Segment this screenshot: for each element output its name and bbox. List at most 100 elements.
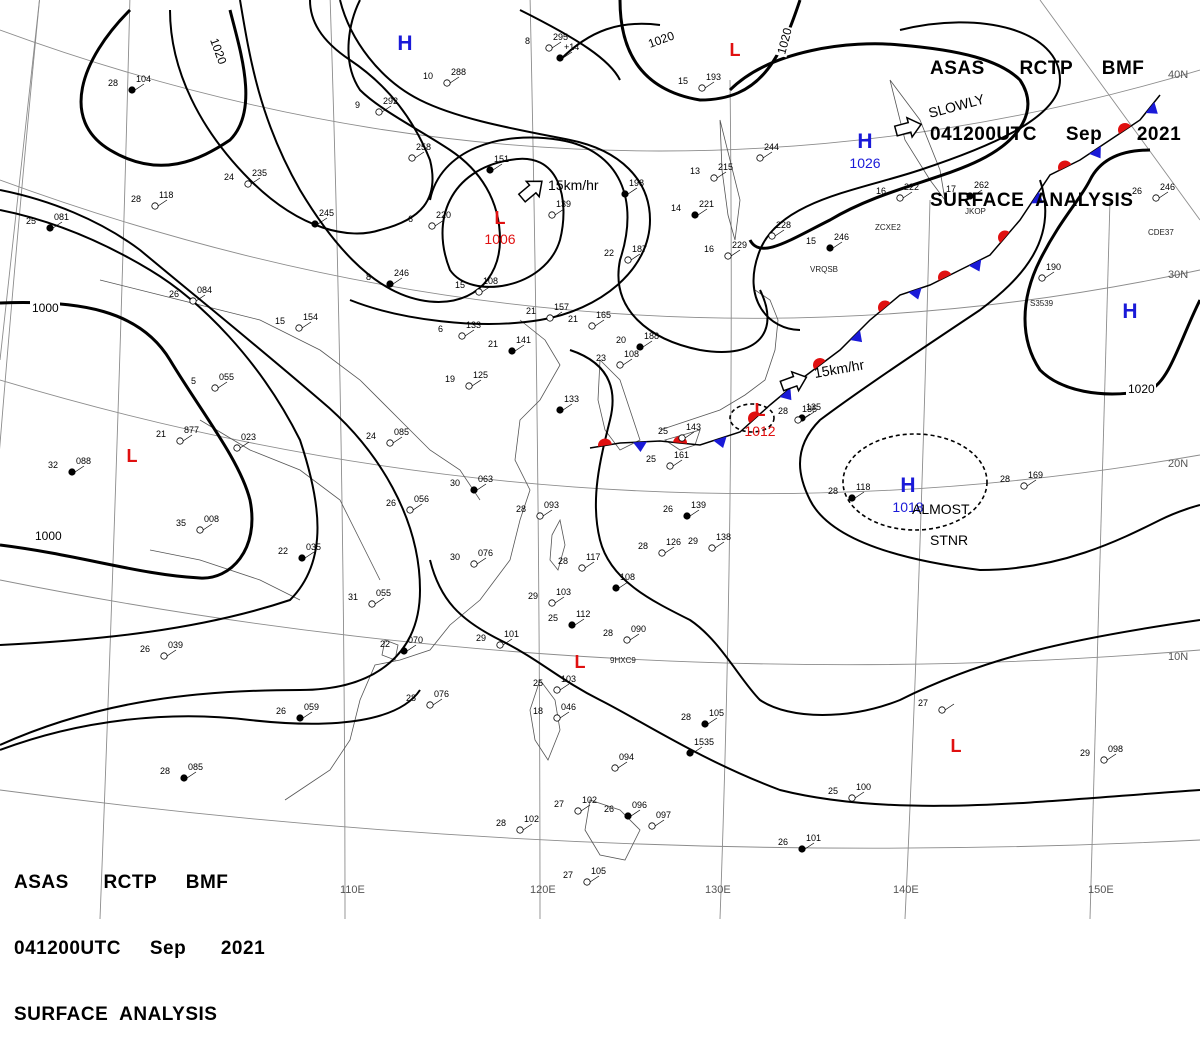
station-plot: 6 133	[438, 320, 481, 340]
station-circle	[683, 512, 691, 520]
station-pressure: 098	[1108, 744, 1123, 754]
station-circle	[624, 812, 632, 820]
station-plot: 15 154	[275, 312, 318, 332]
station-circle	[698, 84, 706, 92]
coastline-sakhalin	[719, 119, 741, 241]
station-pressure: 117	[586, 552, 600, 562]
station-circle	[196, 526, 204, 534]
station-plot: 26 139	[663, 500, 706, 520]
wind-barb	[554, 208, 565, 216]
cold-front-triangle	[713, 436, 727, 449]
isobar-1016-east	[799, 179, 1200, 572]
station-plot: 27	[918, 698, 955, 714]
wind-barb	[392, 436, 403, 444]
isobar-label: 1000	[35, 529, 62, 543]
station-pressure: 076	[434, 689, 449, 699]
station-plot: 28 169	[1000, 470, 1043, 490]
station-pressure: 222	[904, 182, 919, 192]
station-circle	[244, 180, 252, 188]
coastline-kamchatka	[889, 79, 946, 201]
station-circle	[848, 794, 856, 802]
station-circle	[701, 720, 709, 728]
isobar-1004-west	[0, 209, 319, 646]
station-temp: 25	[533, 678, 543, 688]
header-line-3: SURFACE ANALYSIS	[930, 190, 1134, 211]
station-plot: 17 262	[946, 180, 989, 200]
coastline-luzon	[529, 679, 561, 761]
wind-barb	[642, 340, 653, 348]
station-temp: 9	[355, 100, 360, 110]
station-plot: 228	[768, 220, 791, 240]
wind-barb	[52, 221, 63, 229]
wind-barb	[692, 746, 703, 754]
station-temp: 26	[169, 289, 179, 299]
projection-boundary	[1039, 0, 1200, 221]
station-plot: 244	[756, 142, 779, 162]
ship-id: ZCXE2	[875, 223, 901, 232]
wind-barb	[854, 491, 865, 499]
station-pressure: 100	[856, 782, 871, 792]
station-circle	[189, 297, 197, 305]
station-circle	[826, 244, 834, 252]
station-plot: 25 103	[533, 674, 576, 694]
station-circle	[68, 468, 76, 476]
station-pressure: 215	[718, 162, 733, 172]
station-plot: 245	[311, 208, 334, 228]
station-pressure: 198	[629, 178, 644, 188]
wind-barb	[584, 561, 595, 569]
station-pressure: 023	[241, 432, 256, 442]
coastline-korea	[597, 359, 641, 451]
station-pressure: 151	[494, 154, 509, 164]
station-temp: 28	[828, 486, 838, 496]
warm-front-semicircle	[1118, 123, 1131, 134]
station-circle	[708, 544, 716, 552]
wind-barb	[302, 711, 313, 719]
station-temp: 29	[528, 591, 538, 601]
wind-barb	[629, 633, 640, 641]
station-plot: 19 125	[445, 370, 488, 390]
station-circle	[546, 314, 554, 322]
station-circle	[548, 211, 556, 219]
wind-barb	[618, 581, 629, 589]
isobar-1000-west	[0, 301, 254, 580]
cold-front-triangle	[1031, 191, 1044, 204]
station-pressure: 046	[561, 702, 576, 712]
station-plot: 151	[486, 154, 509, 174]
coastline-borders	[99, 279, 481, 601]
station-plot: 30 076	[450, 548, 493, 568]
station-circle	[465, 382, 473, 390]
station-plot: 25 112	[548, 609, 590, 629]
station-pressure: 1535	[694, 737, 714, 747]
wind-barb	[476, 557, 487, 565]
station-pressure: 262	[974, 180, 989, 190]
station-pressure: 165	[596, 310, 611, 320]
station-pressure: 193	[706, 72, 721, 82]
station-plot: 25 161	[646, 450, 689, 470]
isobar-1020-se	[1023, 148, 1200, 396]
wind-barb	[800, 413, 811, 421]
station-temp: 28	[603, 628, 613, 638]
station-plot: 31 055	[348, 588, 391, 608]
station-circle	[794, 416, 802, 424]
station-temp: 28	[160, 766, 170, 776]
wind-barb	[412, 503, 423, 511]
ship-id: S3539	[1030, 299, 1054, 308]
station-pressure: 135	[806, 402, 821, 412]
coastline-hainan	[381, 639, 399, 661]
cold-front-triangle	[1145, 102, 1158, 114]
station-plot: 28 076	[406, 689, 449, 709]
station-circle	[408, 154, 416, 162]
wind-barb	[317, 217, 328, 225]
wind-barb	[74, 465, 85, 473]
station-plot: 25 143	[658, 422, 701, 442]
station-temp: 18	[533, 706, 543, 716]
station-temp: 35	[176, 518, 186, 528]
station-plot: 28 117	[558, 552, 600, 572]
station-plot: 29 098	[1080, 744, 1123, 764]
station-plot: 29 101	[476, 629, 519, 649]
station-pressure: 102	[524, 814, 539, 824]
station-temp: 25	[658, 426, 668, 436]
station-circle	[611, 764, 619, 772]
station-pressure: 187	[632, 244, 647, 254]
station-temp: 26	[778, 837, 788, 847]
